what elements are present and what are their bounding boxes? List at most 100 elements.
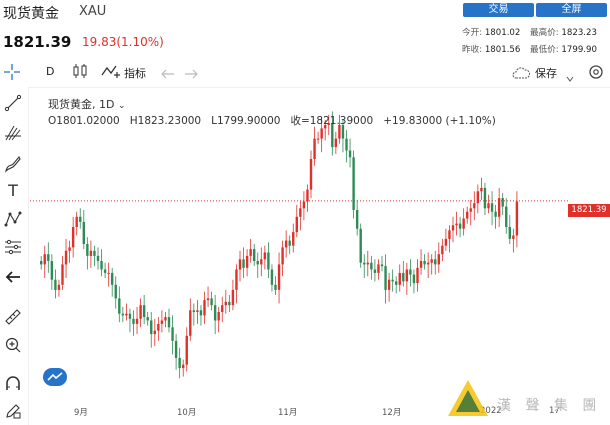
candle bbox=[490, 191, 494, 226]
candle bbox=[40, 255, 43, 270]
chart-toolbar bbox=[0, 57, 610, 88]
watermark-text: 漢 聲 集 團 bbox=[497, 398, 602, 414]
candle bbox=[260, 247, 263, 277]
back-arrow-icon[interactable] bbox=[4, 268, 22, 286]
candle bbox=[171, 315, 174, 355]
candle bbox=[228, 295, 231, 312]
candle bbox=[505, 198, 508, 234]
candle bbox=[508, 215, 511, 244]
candle bbox=[231, 279, 235, 311]
save-button[interactable]: 保存 bbox=[535, 67, 557, 80]
candle bbox=[391, 269, 394, 292]
candle bbox=[221, 296, 224, 323]
candle bbox=[64, 238, 68, 278]
candle bbox=[480, 177, 483, 200]
measure-icon[interactable] bbox=[4, 238, 22, 256]
candle bbox=[121, 306, 125, 323]
candle bbox=[412, 269, 416, 294]
candle bbox=[139, 298, 142, 328]
magnet-icon[interactable] bbox=[4, 375, 22, 393]
candle bbox=[352, 150, 355, 219]
month-label: 11月 bbox=[278, 408, 298, 418]
candlestick-icon[interactable] bbox=[72, 62, 88, 80]
ruler-icon[interactable] bbox=[4, 308, 22, 326]
candle bbox=[348, 138, 352, 168]
candle bbox=[125, 303, 128, 321]
crosshair-icon[interactable] bbox=[3, 63, 21, 81]
candle bbox=[242, 247, 245, 278]
candle bbox=[473, 191, 476, 221]
instrument-symbol: XAU bbox=[79, 4, 107, 19]
interval-selector[interactable]: D bbox=[46, 65, 55, 78]
fib-icon[interactable] bbox=[4, 124, 22, 142]
candle bbox=[423, 254, 426, 270]
candle bbox=[267, 242, 270, 278]
candle bbox=[68, 240, 71, 263]
candle bbox=[359, 223, 362, 268]
candle bbox=[501, 193, 504, 216]
candle bbox=[462, 208, 465, 236]
trend-line-icon[interactable] bbox=[4, 94, 22, 112]
redo-icon[interactable] bbox=[184, 65, 198, 79]
candle bbox=[398, 264, 401, 292]
low-stat: 最低价: 1799.90 bbox=[530, 43, 597, 55]
brush-icon[interactable] bbox=[4, 155, 22, 173]
candle bbox=[426, 252, 430, 278]
candle bbox=[157, 317, 160, 341]
candle bbox=[345, 130, 348, 163]
candle bbox=[458, 216, 462, 238]
low-label: 最低价: bbox=[530, 45, 559, 55]
candle bbox=[455, 211, 458, 236]
candle bbox=[277, 252, 281, 304]
candle bbox=[274, 276, 277, 295]
candle bbox=[324, 119, 327, 141]
candle bbox=[203, 291, 206, 324]
fullscreen-button[interactable]: 全屏 bbox=[536, 3, 607, 17]
undo-icon[interactable] bbox=[161, 65, 175, 79]
ohlc-high: H1823.23000 bbox=[129, 115, 202, 127]
high-value: 1823.23 bbox=[561, 28, 597, 38]
prev-close-stat: 昨收: 1801.56 bbox=[462, 43, 520, 55]
candle bbox=[284, 230, 288, 258]
candle bbox=[128, 308, 132, 333]
candle bbox=[47, 242, 50, 273]
candle bbox=[338, 114, 341, 144]
pattern-icon[interactable] bbox=[4, 210, 22, 228]
trade-button[interactable]: 交易 bbox=[463, 3, 534, 17]
candle bbox=[238, 250, 242, 282]
candle bbox=[93, 245, 96, 267]
last-price: 1821.39 bbox=[3, 33, 72, 51]
candle bbox=[111, 267, 114, 297]
candle bbox=[281, 240, 284, 277]
candle bbox=[373, 259, 377, 282]
candle bbox=[494, 204, 497, 229]
candle bbox=[79, 208, 82, 229]
chevron-down-icon[interactable]: ⌄ bbox=[117, 101, 126, 111]
lock-pencil-icon[interactable] bbox=[4, 402, 22, 420]
candle bbox=[253, 244, 256, 267]
indicators-button[interactable]: 指标 bbox=[124, 67, 146, 80]
candle bbox=[363, 254, 366, 278]
candle bbox=[402, 261, 405, 287]
candle bbox=[86, 237, 89, 270]
candle bbox=[57, 279, 61, 297]
candle bbox=[43, 245, 46, 278]
chevron-down-icon[interactable] bbox=[566, 68, 574, 82]
candle bbox=[448, 225, 451, 253]
cloud-icon[interactable] bbox=[511, 65, 531, 79]
instrument-title: 现货黄金 bbox=[3, 6, 59, 22]
zoom-icon[interactable] bbox=[4, 336, 22, 354]
prev-close-label: 昨收: bbox=[462, 45, 483, 55]
high-label: 最高价: bbox=[530, 28, 559, 38]
ohlc-change: +19.83000 (+1.10%) bbox=[383, 115, 496, 127]
text-icon[interactable]: T bbox=[8, 181, 18, 200]
candle bbox=[409, 259, 412, 287]
candle bbox=[320, 118, 323, 153]
indicator-icon[interactable] bbox=[101, 63, 121, 79]
candle bbox=[387, 272, 391, 302]
candle bbox=[441, 238, 444, 261]
candle bbox=[103, 262, 107, 278]
candle bbox=[434, 250, 437, 275]
candlestick-chart[interactable] bbox=[30, 88, 570, 400]
gear-icon[interactable] bbox=[587, 63, 605, 81]
